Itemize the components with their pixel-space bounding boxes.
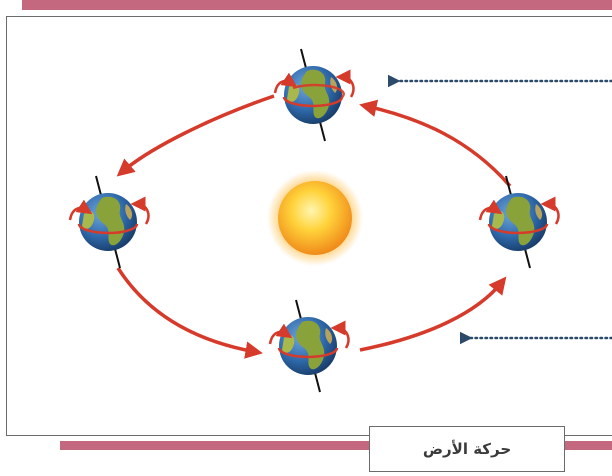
earth-globe-icon-left: [68, 174, 150, 270]
orbit-arrow-top-left: [116, 94, 275, 177]
sun-icon: [267, 170, 363, 266]
orbit-arrow-bottom-left: [116, 267, 263, 359]
bottom-accent-band: [60, 441, 612, 450]
top-accent-band: [22, 0, 612, 10]
figure-caption: حركة الأرض: [422, 440, 512, 458]
caption-box: حركة الأرض: [369, 426, 565, 472]
earth-globe-icon-top: [273, 47, 355, 143]
orbit-arrow-bottom-right: [359, 276, 507, 352]
earth-globe-icon-bottom: [268, 298, 350, 394]
figure-frame: [6, 16, 612, 436]
orbit-arrow-top-right: [359, 99, 512, 188]
earth-globe-icon-right: [478, 174, 560, 270]
